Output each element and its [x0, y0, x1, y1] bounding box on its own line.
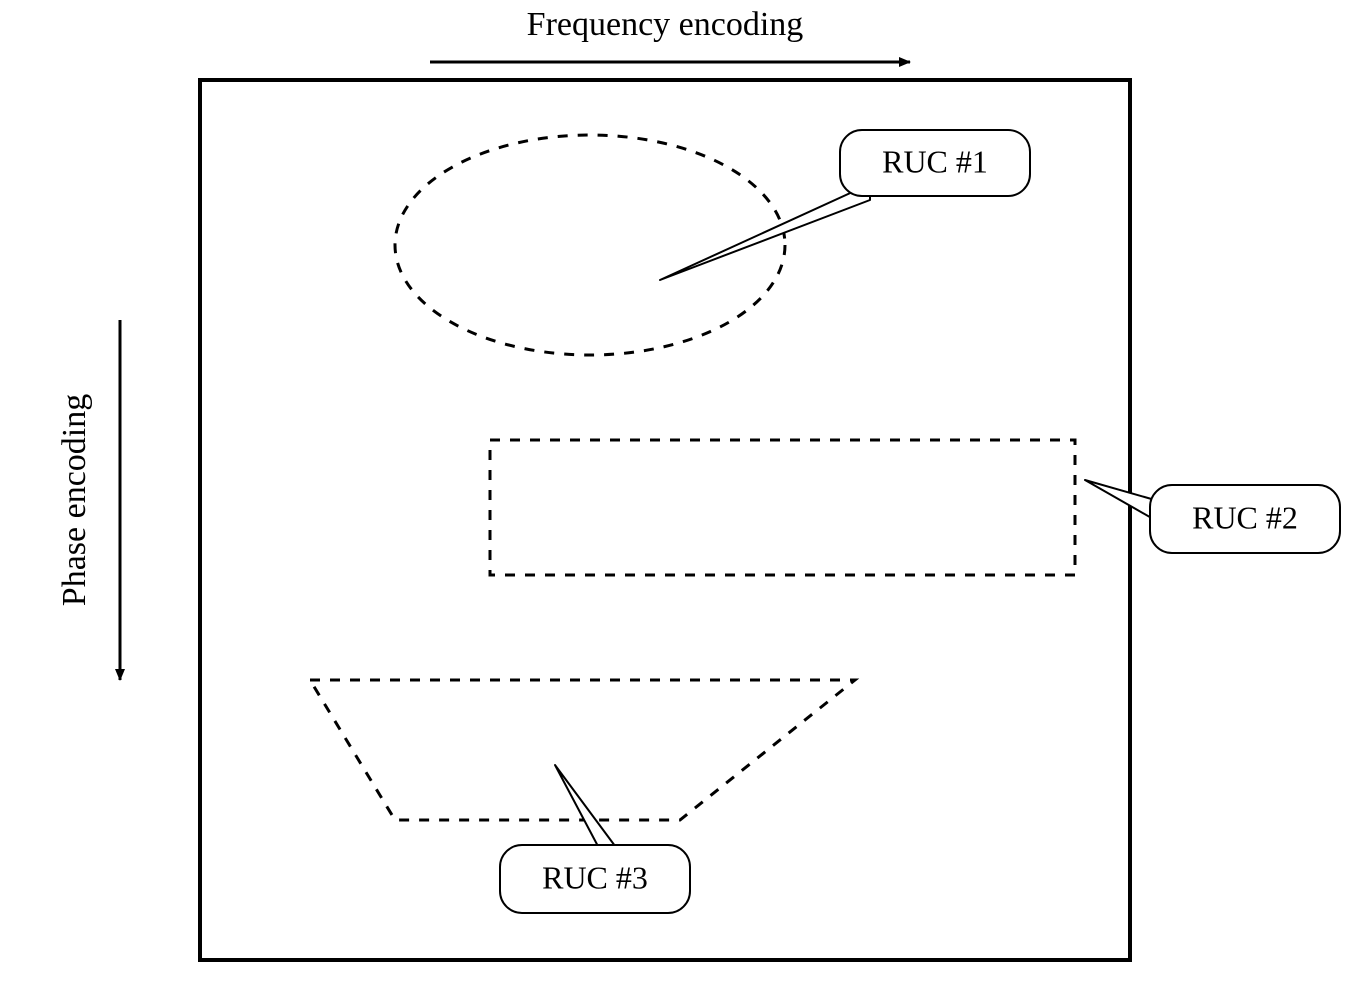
ruc-1-callout: RUC #1: [660, 130, 1030, 280]
ruc-3-trapezoid: [310, 680, 855, 820]
ruc-2-rectangle: [490, 440, 1075, 575]
phase-encoding-label: Phase encoding: [56, 394, 93, 606]
ruc-1-callout-label: RUC #1: [882, 143, 988, 179]
ruc-3-callout: RUC #3: [500, 765, 690, 913]
ruc-1-ellipse: [395, 135, 785, 355]
ruc-2-callout-label: RUC #2: [1192, 499, 1298, 535]
ruc-2-callout: RUC #2: [1085, 480, 1340, 553]
ruc-3-callout-label: RUC #3: [542, 859, 648, 895]
diagram-frame: [200, 80, 1130, 960]
frequency-encoding-label: Frequency encoding: [527, 6, 804, 43]
